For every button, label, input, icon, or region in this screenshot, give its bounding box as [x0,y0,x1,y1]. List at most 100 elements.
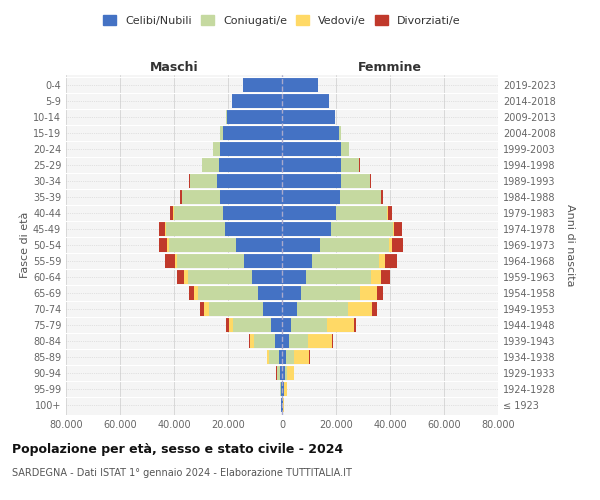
Bar [380,270,390,284]
Bar [385,254,397,268]
Bar [282,206,336,220]
Bar [282,110,335,124]
Text: Maschi: Maschi [149,61,199,74]
Bar [263,302,282,316]
Bar [282,78,319,92]
Bar [341,174,370,188]
Bar [389,238,392,252]
Bar [282,302,297,316]
Bar [252,270,282,284]
Bar [394,222,402,236]
Bar [268,350,269,364]
Bar [312,254,379,268]
Bar [226,318,229,332]
Bar [289,334,308,348]
Bar [271,318,282,332]
Bar [393,222,394,236]
Bar [281,382,282,396]
Bar [182,190,220,204]
Bar [229,318,233,332]
Bar [294,350,309,364]
Bar [341,158,359,172]
Bar [236,238,282,252]
Bar [218,158,282,172]
Bar [307,270,371,284]
Text: Popolazione per età, sesso e stato civile - 2024: Popolazione per età, sesso e stato civil… [12,442,343,456]
Bar [371,270,380,284]
Bar [282,158,341,172]
Bar [284,382,287,396]
Bar [232,94,282,108]
Bar [159,222,165,236]
Bar [203,302,209,316]
Bar [220,142,282,156]
Bar [279,350,282,364]
Bar [282,254,312,268]
Bar [254,334,275,348]
Bar [285,366,287,380]
Y-axis label: Fasce di età: Fasce di età [20,212,30,278]
Bar [348,302,373,316]
Bar [217,174,282,188]
Bar [189,286,194,300]
Bar [166,222,226,236]
Bar [377,286,383,300]
Bar [282,286,301,300]
Legend: Celibi/Nubili, Coniugati/e, Vedovi/e, Divorziati/e: Celibi/Nubili, Coniugati/e, Vedovi/e, Di… [99,10,465,30]
Bar [388,206,392,220]
Bar [250,334,254,348]
Bar [282,350,286,364]
Bar [202,158,218,172]
Bar [308,334,332,348]
Bar [213,142,220,156]
Bar [233,318,271,332]
Bar [292,318,326,332]
Bar [244,254,282,268]
Bar [379,254,385,268]
Bar [174,206,223,220]
Bar [338,126,341,140]
Bar [176,254,244,268]
Bar [220,126,223,140]
Bar [373,302,377,316]
Bar [353,318,356,332]
Bar [282,270,307,284]
Bar [360,286,377,300]
Bar [223,126,282,140]
Bar [187,270,252,284]
Bar [282,334,289,348]
Bar [165,222,166,236]
Bar [280,366,282,380]
Bar [180,190,182,204]
Bar [297,302,348,316]
Bar [277,366,280,380]
Bar [282,190,340,204]
Bar [165,254,175,268]
Bar [198,286,258,300]
Bar [226,222,282,236]
Y-axis label: Anni di nascita: Anni di nascita [565,204,575,286]
Bar [326,318,353,332]
Bar [227,110,282,124]
Bar [269,350,279,364]
Text: Femmine: Femmine [358,61,422,74]
Bar [275,334,282,348]
Bar [282,222,331,236]
Bar [320,238,389,252]
Bar [392,238,403,252]
Bar [190,174,217,188]
Bar [282,94,329,108]
Bar [282,126,338,140]
Bar [248,334,250,348]
Bar [280,382,281,396]
Bar [282,382,284,396]
Bar [282,318,292,332]
Bar [170,206,173,220]
Bar [167,238,169,252]
Bar [370,174,371,188]
Bar [341,142,349,156]
Bar [220,190,282,204]
Bar [194,286,198,300]
Bar [331,222,393,236]
Bar [282,142,341,156]
